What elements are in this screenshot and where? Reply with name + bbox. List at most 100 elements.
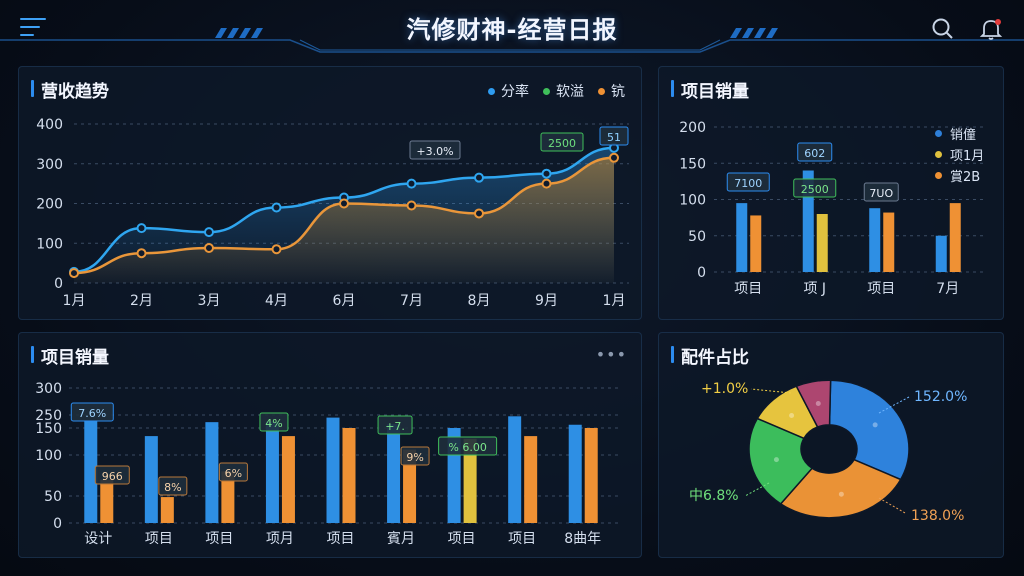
legend-label: 钪	[611, 84, 625, 100]
slice-marker	[773, 457, 779, 463]
y-tick-label: 50	[44, 489, 62, 505]
x-tick-label: 项目	[145, 531, 173, 547]
bar	[281, 436, 295, 523]
sales-top-chart: 0 50 100 150 200 项目 项 J 项目 7月 7100 602 2500 7UO	[679, 120, 985, 297]
bar	[883, 212, 895, 272]
data-label: 7.6%	[78, 407, 106, 420]
data-label-box	[158, 476, 188, 496]
bar	[869, 208, 881, 272]
bar	[144, 436, 158, 523]
bell-icon[interactable]	[978, 16, 1004, 42]
revenue-panel: 营收趋势 分率 软溢 钪 0 100 200 300 400 1月 2月 3月 4月 6月 7月 8月…	[18, 66, 642, 320]
data-label: 2500	[801, 183, 829, 196]
bar	[935, 235, 947, 272]
annotation-label-box	[599, 126, 629, 146]
data-point	[406, 200, 417, 211]
y-tick-label: 0	[697, 265, 706, 281]
data-label-box	[400, 446, 430, 466]
x-tick-label: 项目	[734, 281, 762, 297]
annotation-label: +3.0%	[416, 145, 453, 158]
annotation-label: 51	[607, 131, 621, 144]
y-tick-label: 250	[35, 408, 62, 424]
leader-line	[878, 497, 906, 514]
search-icon[interactable]	[930, 16, 956, 42]
legend-dot	[488, 87, 495, 95]
data-label-box	[377, 415, 413, 435]
slice-marker	[872, 422, 878, 428]
data-label-box	[863, 182, 899, 202]
y-tick-label: 400	[36, 117, 63, 133]
x-tick-label: 1月	[603, 293, 626, 309]
bar	[160, 497, 174, 523]
data-label: 7UO	[869, 187, 893, 200]
bar	[326, 417, 340, 523]
y-tick-label: 150	[679, 156, 706, 172]
legend-item-series-3[interactable]: 钪	[598, 81, 625, 101]
bar	[387, 424, 401, 523]
header-stripes-right	[730, 28, 778, 38]
parts-panel: 配件占比 152.0% 138.0% 中6.8% +1.0%	[658, 332, 1004, 558]
x-tick-label: 8曲年	[564, 531, 601, 547]
y-tick-label: 200	[679, 120, 706, 136]
y-tick-label: 0	[53, 516, 62, 532]
data-point	[541, 168, 552, 179]
data-point	[204, 243, 214, 254]
slice-label: 138.0%	[911, 508, 964, 524]
data-point	[204, 227, 214, 238]
legend-item-series-3[interactable]: 賞2B	[935, 165, 984, 186]
data-label-box	[259, 412, 289, 432]
y-tick-label: 100	[35, 448, 62, 464]
page-title: 汽修财神-经营日报	[406, 16, 618, 44]
more-icon[interactable]: •••	[595, 345, 627, 364]
data-label-box	[797, 142, 833, 162]
revenue-title: 营收趋势	[31, 77, 109, 102]
bar	[205, 422, 219, 523]
data-label-box	[94, 465, 130, 485]
bar	[403, 449, 417, 523]
slice-marker	[815, 400, 821, 406]
data-point	[136, 248, 147, 259]
data-point	[609, 152, 619, 163]
bar	[100, 479, 114, 523]
data-point	[474, 208, 484, 219]
data-label-box	[793, 178, 837, 198]
data-point	[406, 178, 417, 189]
slice-marker	[789, 413, 795, 419]
sales-bottom-panel: 项目销量 ••• 0 50 100 150 250 300 设计 项目 项目 项月 项目 賓月 项目 项目…	[18, 332, 642, 558]
legend-dot	[598, 87, 605, 95]
x-tick-label: 4月	[265, 293, 288, 309]
legend-label: 软溢	[556, 84, 584, 100]
x-tick-label: 项目	[327, 531, 355, 547]
legend-item-series-2[interactable]: 项1月	[935, 144, 984, 165]
data-point	[69, 268, 79, 279]
menu-icon[interactable]	[20, 18, 46, 40]
legend-item-series-1[interactable]: 销僮	[935, 123, 984, 144]
data-label: 8%	[164, 481, 181, 494]
x-tick-label: 项目	[867, 281, 895, 297]
data-point	[541, 178, 552, 189]
bar	[584, 428, 598, 523]
bar	[750, 215, 762, 272]
x-tick-label: 1月	[63, 293, 86, 309]
legend-label: 賞2B	[950, 170, 981, 185]
legend-item-series-1[interactable]: 分率	[488, 81, 529, 101]
sales-top-title: 项目销量	[671, 77, 749, 102]
y-tick-label: 50	[688, 229, 706, 245]
bar	[342, 428, 356, 523]
legend-dot	[543, 87, 550, 95]
bar	[524, 436, 538, 523]
legend-dot	[935, 130, 942, 137]
pie-slice	[748, 417, 814, 505]
data-label: 966	[102, 470, 123, 483]
sales-top-legend: 销僮 项1月 賞2B	[935, 123, 984, 186]
bar	[508, 416, 522, 523]
bar	[568, 424, 582, 523]
annotation-label: 2500	[548, 137, 576, 150]
data-label: 6%	[225, 467, 242, 480]
data-label-box	[218, 462, 248, 482]
x-tick-label: 賓月	[387, 530, 415, 547]
data-point	[339, 198, 349, 209]
y-tick-label: 300	[35, 381, 62, 397]
legend-item-series-2[interactable]: 软溢	[543, 81, 584, 101]
y-tick-label: 100	[36, 236, 63, 252]
